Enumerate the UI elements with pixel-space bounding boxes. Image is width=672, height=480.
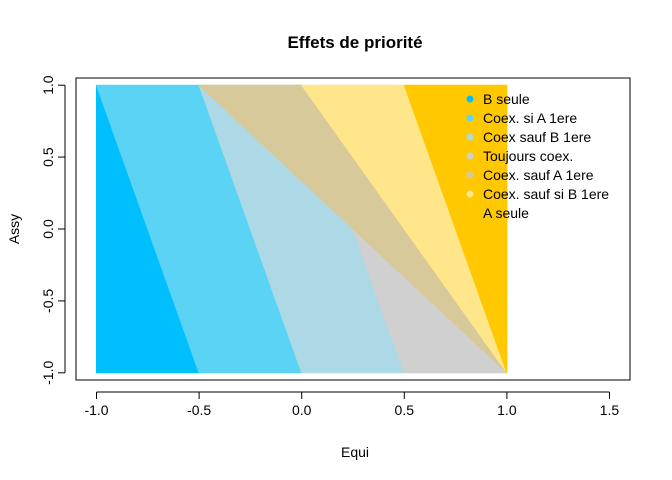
x-tick-label: 1.5 <box>600 402 620 418</box>
plot-area <box>95 84 509 374</box>
legend-marker <box>466 190 474 198</box>
y-tick-label: 1.0 <box>40 75 56 95</box>
x-tick-label: 0.0 <box>292 402 312 418</box>
x-tick-label: 1.0 <box>497 402 517 418</box>
legend-label: Coex. si A 1ere <box>483 110 577 126</box>
plot-frame <box>75 77 631 381</box>
legend-label: A seule <box>483 205 529 221</box>
legend-label: Toujours coex. <box>483 148 573 164</box>
y-tick-label: -1.0 <box>40 361 56 385</box>
region-7 <box>403 84 508 373</box>
legend-marker <box>466 133 474 141</box>
x-axis: -1.0 -0.5 0.0 0.5 1.0 1.5 <box>84 391 620 418</box>
legend-marker <box>466 171 474 179</box>
x-tick-label: 0.5 <box>395 402 415 418</box>
legend-label: B seule <box>483 91 530 107</box>
legend-marker <box>466 209 474 217</box>
legend-marker <box>466 152 474 160</box>
legend-marker <box>466 114 474 122</box>
x-tick-label: -0.5 <box>187 402 211 418</box>
legend-label: Coex. sauf si B 1ere <box>483 186 609 202</box>
legend-marker <box>466 95 474 103</box>
y-axis-label: Assy <box>6 214 22 244</box>
legend-label: Coex. sauf A 1ere <box>483 167 594 183</box>
legend-label: Coex sauf B 1ere <box>483 129 591 145</box>
x-axis-label: Equi <box>341 444 369 460</box>
y-axis: -1.0 -0.5 0.0 0.5 1.0 <box>40 75 66 385</box>
y-tick-label: 0.5 <box>40 147 56 167</box>
x-tick-label: -1.0 <box>84 402 108 418</box>
legend: B seule Coex. si A 1ere Coex sauf B 1ere To… <box>466 91 609 221</box>
y-tick-label: -0.5 <box>40 289 56 313</box>
y-tick-label: 0.0 <box>40 219 56 239</box>
chart-title: Effets de priorité <box>287 33 422 52</box>
